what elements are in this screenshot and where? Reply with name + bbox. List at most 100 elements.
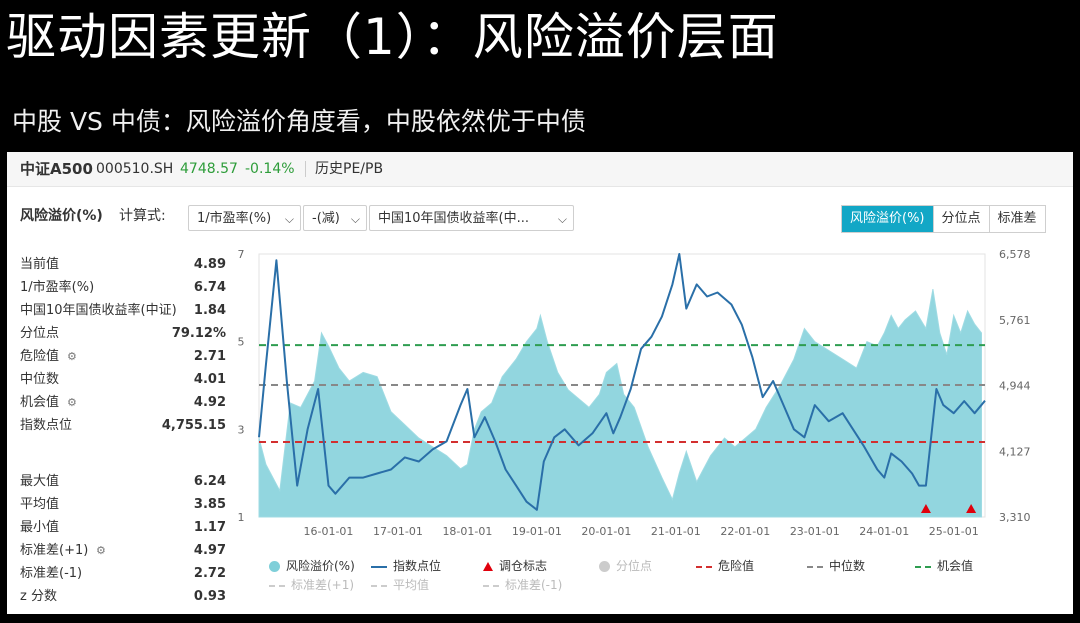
stat-value: 2.71 [193,349,226,364]
legend-item[interactable]: 风险溢价(%) [269,556,355,576]
history-pe-pb-link[interactable]: 历史PE/PB [315,161,384,177]
legend-label: 标准差(+1) [291,578,355,592]
stat-row: 最大值 6.24 [20,470,226,493]
slide-title: 驱动因素更新（1）：风险溢价层面 [6,8,779,66]
rebalance-marker [920,504,931,513]
select-earnings-yield[interactable]: 1/市盈率(%) ⌵ [188,205,301,231]
stat-label: z 分数 [20,589,57,604]
legend-label: 指数点位 [393,559,442,573]
stat-value: 6.24 [193,474,226,489]
stat-row: 中国10年国债收益率(中证) 1.84 [20,299,226,322]
legend-label: 机会值 [937,559,974,573]
header-divider [305,161,306,177]
legend-dash-icon [915,565,931,568]
legend-item[interactable]: 平均值 [371,575,429,595]
select-operator-value: -(减) [312,211,340,226]
stat-value: 1.84 [193,303,226,318]
y-left-tick: 1 [238,511,245,524]
stat-row: 1/市盈率(%) 6.74 [20,276,226,299]
stat-row: 标准差(-1) 2.72 [20,562,226,585]
legend-item[interactable]: 机会值 [915,556,973,576]
stat-label: 1/市盈率(%) [20,280,95,295]
stats-summary: 最大值 6.24 平均值 3.85 最小值 1.17 标准差(+1) ⚙ 4.97 标准差(-1)… [20,470,226,608]
legend-dash-icon [696,565,712,568]
gear-icon[interactable]: ⚙ [67,396,77,409]
slide-subtitle: 中股 VS 中债：风险溢价角度看，中股依然优于中债 [12,107,586,136]
x-tick: 22-01-01 [720,525,770,538]
stat-label: 中国10年国债收益率(中证) [20,303,177,318]
legend-dash-icon [371,584,387,587]
index-code: 000510.SH [96,161,174,177]
stat-row: 标准差(+1) ⚙ 4.97 [20,539,226,562]
legend-item[interactable]: 分位点 [599,556,652,576]
stat-value: 6.74 [193,280,226,295]
chart-panel: 中证A500 000510.SH 4748.57 -0.14% 历史PE/PB … [7,152,1073,614]
legend-item[interactable]: 指数点位 [371,556,441,576]
y-right-tick: 5,761 [999,314,1031,327]
legend-label: 平均值 [393,578,430,592]
stat-label: 最大值 [20,474,60,489]
stat-value: 79.12% [171,326,226,341]
legend-item[interactable]: 中位数 [807,556,865,576]
legend-item[interactable]: 标准差(+1) [269,575,354,595]
stat-row: 当前值 4.89 [20,253,226,276]
x-tick: 23-01-01 [790,525,840,538]
stat-row: 最小值 1.17 [20,516,226,539]
y-right-tick: 4,127 [999,445,1031,458]
index-level-line [258,253,986,511]
x-tick: 16-01-01 [304,525,354,538]
index-price: 4748.57 [180,161,238,177]
stat-value: 3.85 [193,497,226,512]
stat-value: 4.89 [193,257,226,272]
stat-label: 当前值 [20,257,60,272]
select-bond-yield[interactable]: 中国10年国债收益率(中... ⌵ [369,205,574,231]
legend-dot-icon [599,561,610,572]
stat-value: 4.92 [193,395,226,410]
index-change: -0.14% [245,161,295,177]
metric-label: 风险溢价(%) [20,208,103,224]
legend-label: 中位数 [829,559,866,573]
gear-icon[interactable]: ⚙ [67,350,77,363]
x-tick: 19-01-01 [512,525,562,538]
y-right-tick: 4,944 [999,380,1031,393]
legend-label: 分位点 [616,559,653,573]
legend-line-icon [371,565,387,568]
y-left-tick: 3 [238,423,245,436]
stat-label: 分位点 [20,326,60,341]
chevron-down-icon: ⌵ [350,212,360,226]
chevron-down-icon: ⌵ [284,212,294,226]
legend-item[interactable]: 危险值 [696,556,754,576]
tab-percentile[interactable]: 分位点 [932,206,989,232]
stat-row: 机会值 ⚙ 4.92 [20,391,226,414]
tab-risk-premium[interactable]: 风险溢价(%) [842,206,933,232]
stats-current: 当前值 4.89 1/市盈率(%) 6.74 中国10年国债收益率(中证) 1.84 分位点… [20,253,226,437]
legend-item[interactable]: 调仓标志 [483,556,547,576]
legend-item[interactable]: 标准差(-1) [483,575,562,595]
gear-icon[interactable]: ⚙ [96,544,106,557]
stat-row: z 分数 0.93 [20,585,226,608]
legend-label: 调仓标志 [499,559,548,573]
x-tick: 24-01-01 [859,525,909,538]
y-left-tick: 7 [238,248,245,261]
x-tick: 18-01-01 [442,525,492,538]
index-header-bar: 中证A500 000510.SH 4748.57 -0.14% 历史PE/PB [7,152,1073,187]
index-name[interactable]: 中证A500 [20,160,93,178]
stat-value: 4.97 [193,543,226,558]
stat-row: 平均值 3.85 [20,493,226,516]
stat-row: 指数点位 4,755.15 [20,414,226,437]
legend-triangle-icon [483,562,493,571]
stat-value: 1.17 [193,520,226,535]
x-tick: 17-01-01 [373,525,423,538]
tab-std-dev[interactable]: 标准差 [988,206,1045,232]
stat-label: 中位数 [20,372,60,387]
x-tick: 20-01-01 [581,525,631,538]
legend-label: 危险值 [718,559,755,573]
stat-row: 中位数 4.01 [20,368,226,391]
legend-dash-icon [269,584,285,587]
y-right-tick: 6,578 [999,248,1031,261]
select-operator[interactable]: -(减) ⌵ [303,205,367,231]
legend-label: 标准差(-1) [505,578,563,592]
y-right-tick: 3,310 [999,511,1031,524]
x-tick: 25-01-01 [929,525,979,538]
stat-label: 标准差(+1) [20,543,89,558]
